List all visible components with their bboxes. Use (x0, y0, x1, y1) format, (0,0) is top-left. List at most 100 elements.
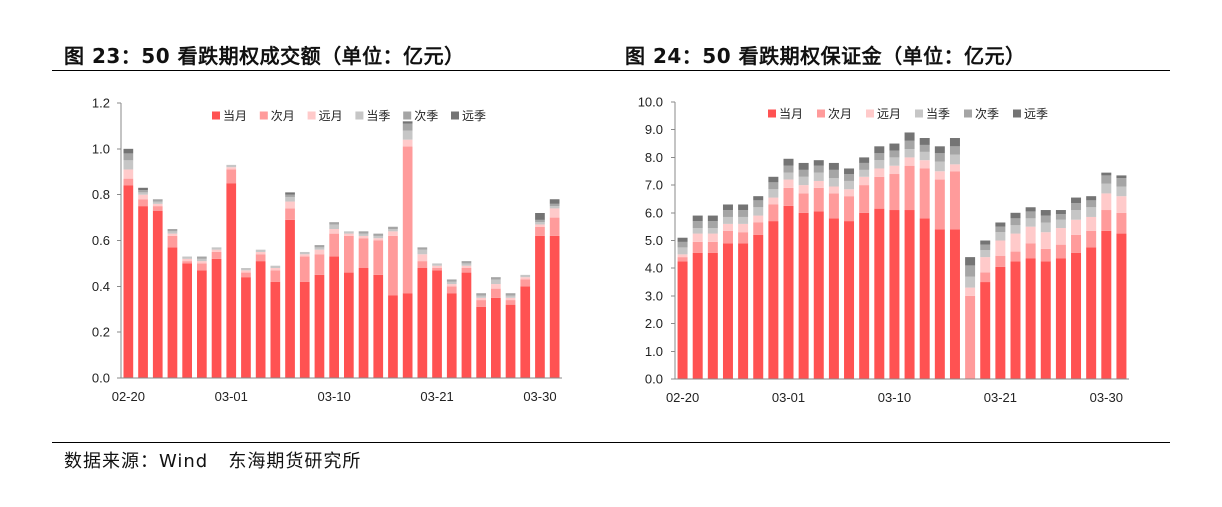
y-tick-label: 7.0 (645, 178, 663, 193)
bar-segment-6-2 (138, 187, 148, 191)
bar-segment-2-9 (798, 193, 809, 213)
bar-segment-2-22 (995, 255, 1006, 267)
bar-segment-4-9 (241, 268, 251, 271)
put-margin-stacked-bar-chart: 02-20 03-01 03-10 03-21 03-30 0.0 1.0 2.0 3.0 4.0… (638, 95, 1129, 405)
bar-segment-2-15 (889, 174, 900, 211)
legend-label: 远季 (462, 109, 486, 123)
bar-segment-3-11 (270, 268, 281, 271)
bar-segment-5-23 (446, 279, 457, 282)
bar-segment-4-15 (329, 224, 339, 230)
bar-segment-2-6 (753, 222, 764, 235)
x-tick-label: 03-21 (984, 390, 1017, 405)
y-tick-label: 4.0 (645, 261, 663, 276)
bar-segment-3-21 (417, 254, 428, 262)
bar-segment-2-16 (904, 165, 915, 211)
bar-segment-1-4 (722, 243, 733, 379)
bar-segment-1-7 (768, 221, 779, 379)
bar-segment-2-30 (549, 217, 560, 236)
bar-segment-3-2 (692, 233, 703, 242)
bar-segment-6-28 (1086, 196, 1097, 201)
bar-segment-4-14 (314, 247, 325, 250)
bar-segment-2-11 (270, 270, 281, 282)
bar-segment-1-4 (167, 247, 178, 379)
bar-segment-6-24 (1025, 207, 1036, 212)
bar-segment-1-29 (535, 235, 545, 378)
bar-segment-4-30 (1116, 186, 1127, 197)
bar-segment-4-29 (535, 222, 545, 225)
legend-swatch (768, 109, 776, 118)
bar-segment-4-9 (798, 176, 809, 186)
bar-segment-5-11 (828, 169, 839, 179)
bar-segment-2-30 (1116, 212, 1127, 234)
y-tick-label: 2.0 (645, 316, 663, 331)
bar-segment-4-24 (1025, 218, 1036, 227)
bar-segment-1-22 (995, 266, 1006, 379)
bar-segment-3-15 (889, 165, 900, 175)
bar-segment-1-15 (329, 256, 339, 378)
y-tick-label: 0.4 (92, 279, 110, 294)
bar-segment-5-8 (783, 165, 794, 173)
bar-segment-5-17 (358, 231, 369, 234)
bar-segment-2-25 (1040, 248, 1051, 262)
footer-rule (52, 442, 1170, 443)
bar-segment-3-15 (329, 229, 339, 234)
bar-segment-3-20 (965, 287, 976, 296)
bar-segment-4-6 (197, 258, 207, 262)
bar-segment-5-29 (535, 219, 545, 223)
bar-segment-5-30 (1116, 178, 1127, 187)
bar-segment-4-17 (919, 151, 930, 161)
bar-segment-3-16 (904, 157, 915, 166)
bar-segment-1-9 (241, 277, 251, 378)
bar-segment-1-11 (270, 281, 281, 378)
bar-segment-2-10 (813, 187, 824, 212)
bar-segment-2-9 (241, 272, 251, 278)
bar-segment-2-18 (934, 179, 945, 230)
bar-segment-2-20 (965, 295, 976, 379)
bar-segment-1-27 (505, 304, 516, 378)
bar-segment-1-17 (919, 218, 930, 379)
bar-segment-3-9 (241, 270, 251, 273)
x-tick-label: 02-20 (666, 390, 699, 405)
bar-segment-3-13 (299, 254, 310, 257)
bar-segment-6-1 (677, 237, 688, 242)
bar-segment-4-25 (1040, 222, 1051, 233)
bar-segment-1-1 (677, 261, 688, 379)
bar-segment-2-18 (373, 240, 384, 275)
bar-segment-3-18 (373, 238, 384, 241)
bar-segment-3-19 (949, 164, 960, 172)
bar-segment-2-8 (226, 169, 237, 184)
bar-segment-4-26 (491, 279, 501, 285)
bar-segment-5-12 (285, 194, 295, 197)
y-tick-label: 0.0 (92, 371, 110, 386)
bar-segment-1-24 (461, 272, 472, 378)
bar-segment-1-10 (255, 261, 266, 379)
bar-segment-2-16 (344, 235, 354, 273)
bar-segment-1-28 (520, 286, 531, 378)
bar-segment-6-23 (1010, 212, 1021, 219)
bar-segment-4-16 (904, 149, 915, 158)
y-tick-label: 9.0 (645, 122, 663, 137)
bar-segment-5-25 (1040, 215, 1051, 223)
bar-segment-5-14 (314, 245, 325, 248)
bar-segment-2-29 (535, 226, 545, 236)
legend-swatch (403, 111, 412, 120)
bar-segment-6-13 (859, 157, 870, 163)
bar-segment-1-20 (402, 293, 413, 378)
bar-segment-4-7 (768, 189, 779, 198)
bar-segment-3-28 (1086, 216, 1097, 231)
bar-segment-5-13 (859, 162, 870, 170)
y-tick-label: 8.0 (645, 150, 663, 165)
bar-segment-3-8 (783, 179, 794, 188)
bar-segment-5-24 (461, 261, 472, 264)
bar-segment-4-20 (965, 276, 976, 288)
bar-segment-3-26 (1055, 228, 1066, 245)
legend-swatch (915, 109, 923, 118)
bar-segment-1-29 (1101, 230, 1112, 379)
bar-segment-4-5 (182, 256, 192, 259)
bar-segment-4-18 (934, 161, 945, 172)
bar-segment-2-28 (520, 279, 531, 287)
bar-segment-4-6 (753, 207, 764, 216)
bar-segment-3-14 (874, 168, 885, 177)
bar-segment-1-8 (783, 205, 794, 380)
